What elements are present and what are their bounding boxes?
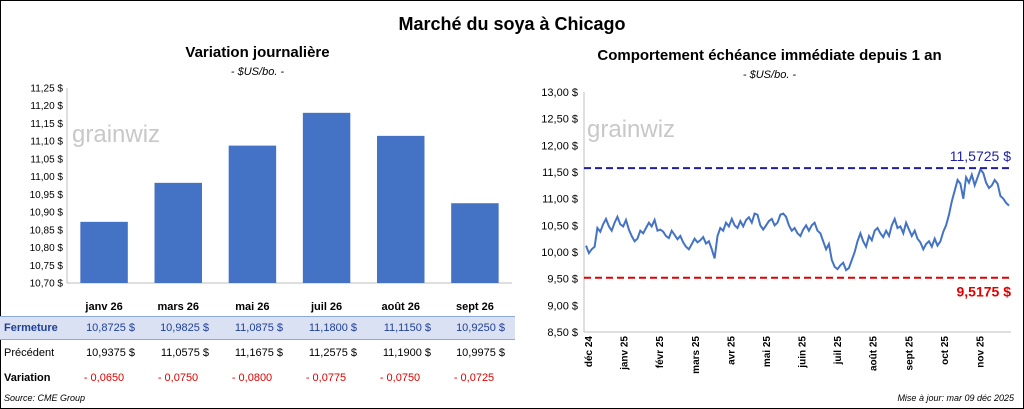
fermeture-cell: 11,1150 $ [383,322,431,334]
row-label-variation: Variation [4,372,51,384]
bar-y-tick-label: 11,05 $ [30,154,63,165]
line-x-tick-label: oct 25 [940,336,951,365]
line-y-tick-label: 10,50 $ [541,220,578,232]
precedent-cell: 10,9375 $ [86,347,135,359]
bar [80,221,128,283]
line-x-tick-label: mars 25 [691,336,702,374]
line-x-tick-label: nov 25 [975,336,986,368]
min-line-label: 9,5175 $ [957,284,1012,300]
bar-x-tick-label: mai 26 [235,301,269,313]
bar [302,112,351,283]
variation-cell: - 0,0650 [83,372,125,384]
fermeture-cell: 11,1800 $ [308,322,357,334]
line-x-tick-label: sept 25 [904,336,915,371]
left-chart-title: Variation journalière [185,44,330,61]
bar-y-tick-label: 10,85 $ [30,225,64,236]
precedent-cell: 11,2575 $ [308,347,357,359]
line-y-tick-label: 11,00 $ [542,194,578,206]
variation-cell: - 0,0775 [305,372,347,384]
line-y-tick-label: 12,50 $ [541,114,578,126]
table-row-precedent: Précédent 10,9375 $ 11,0575 $ 11,1675 $ … [0,342,515,364]
row-label-fermeture: Fermeture [4,322,58,334]
bar-y-tick-label: 11,10 $ [30,137,63,148]
fermeture-cell: 10,9250 $ [456,322,505,334]
precedent-cell: 11,1900 $ [382,347,431,359]
table-row-fermeture: Fermeture 10,8725 $ 10,9825 $ 11,0875 $ … [0,316,515,340]
bar-x-tick-label: mars 26 [157,301,199,313]
variation-cell: - 0,0750 [379,372,421,384]
precedent-cell: 11,1675 $ [234,347,283,359]
left-chart-unit: - $US/bo. - [230,66,285,78]
fermeture-cell: 10,9825 $ [160,322,209,334]
variation-cell: - 0,0800 [231,372,273,384]
bar-y-tick-label: 11,15 $ [30,119,63,130]
line-y-tick-label: 11,50 $ [542,167,578,179]
bar-x-tick-label: janv 26 [84,301,122,313]
line-x-tick-label: mai 25 [762,336,773,368]
line-y-tick-label: 12,00 $ [541,140,578,152]
right-chart-title: Comportement échéance immédiate depuis 1… [597,47,942,64]
watermark-logo: grainwiz [72,121,160,148]
bar-y-tick-label: 10,90 $ [30,208,64,219]
table-row-variation: Variation - 0,0650 - 0,0750 - 0,0800 - 0… [0,367,515,389]
bar [377,135,425,283]
precedent-cell: 11,0575 $ [160,347,209,359]
line-y-tick-label: 10,00 $ [541,247,578,259]
max-line-label: 11,5725 $ [950,148,1011,164]
line-y-tick-label: 9,50 $ [547,274,578,286]
line-x-tick-label: déc 24 [584,336,595,368]
line-x-tick-label: févr 25 [655,336,666,369]
line-y-tick-label: 8,50 $ [547,327,578,339]
bar-y-tick-label: 10,70 $ [30,279,64,290]
right-chart-unit: - $US/bo. - [742,69,797,81]
precedent-cell: 10,9975 $ [456,347,505,359]
line-x-tick-label: juin 25 [798,336,809,369]
main-title: Marché du soya à Chicago [398,14,626,34]
bar-chart: grainwiz 10,70 $ 10,75 $ 10,80 $ 10,85 $ 10,9… [30,84,512,313]
bar-x-tick-label: août 26 [381,301,420,313]
fermeture-cell: 10,8725 $ [86,322,135,334]
bar-y-tick-label: 11,00 $ [30,172,63,183]
fermeture-cell: 11,0875 $ [234,322,283,334]
bar-x-tick-label: sept 26 [456,301,494,313]
watermark-logo: grainwiz [587,116,675,143]
bar [228,145,277,283]
bar-y-tick-label: 10,75 $ [30,261,64,272]
bar-y-tick-label: 10,80 $ [30,243,64,254]
bar-y-tick-label: 11,25 $ [30,84,63,95]
bar [154,182,202,283]
source-note: Source: CME Group [4,393,86,403]
row-label-precedent: Précédent [4,347,55,359]
update-note: Mise à jour: mar 09 déc 2025 [897,393,1014,403]
line-x-tick-label: avr 25 [726,336,737,365]
line-y-tick-label: 13,00 $ [541,87,578,99]
line-x-tick-label: août 25 [869,336,880,371]
line-chart: grainwiz 8,50 $ 9,00 $ 9,50 $ 10,00 $ 10,50 $… [541,87,1012,374]
line-x-tick-label: janv 25 [620,336,631,371]
bar-y-tick-label: 11,20 $ [30,101,63,112]
line-x-tick-label: juil 25 [833,336,844,366]
bar-x-tick-label: juil 26 [310,301,342,313]
line-y-tick-label: 9,00 $ [547,300,578,312]
bar-y-tick-label: 10,95 $ [30,190,64,201]
variation-cell: - 0,0725 [453,372,495,384]
variation-cell: - 0,0750 [157,372,199,384]
price-series-line [585,167,1010,272]
bar [451,203,499,283]
